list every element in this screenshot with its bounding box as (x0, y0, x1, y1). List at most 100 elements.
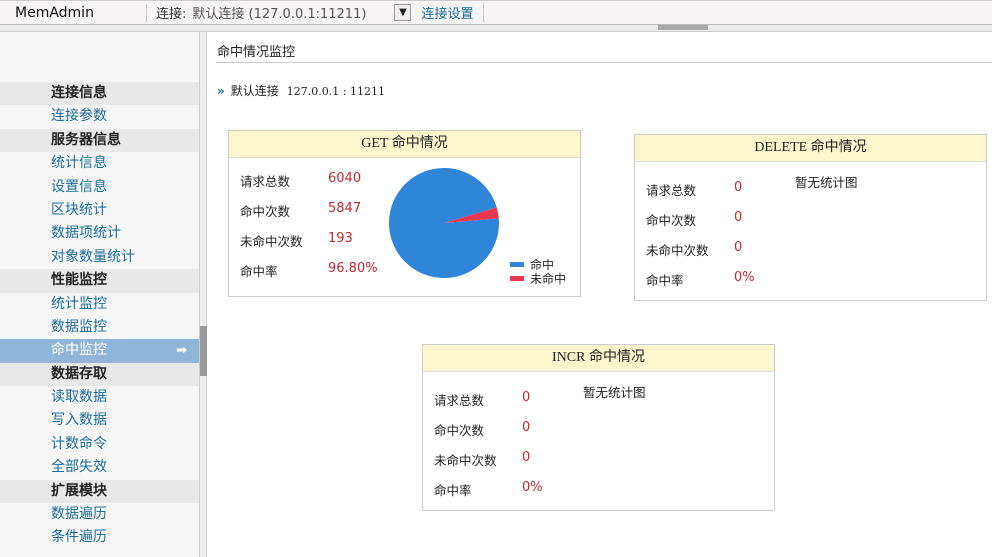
legend-swatch (510, 276, 524, 281)
no-chart-text: 暂无统计图 (795, 175, 858, 190)
stat-value: 0 (522, 390, 531, 405)
sidebar-item-label: 连接参数 (51, 108, 107, 125)
connection-settings-link[interactable]: 连接设置 (421, 3, 485, 22)
sidebar-item-label: 扩展模块 (51, 482, 107, 499)
sidebar-item-label: 数据项统计 (51, 225, 121, 242)
splitter-handle[interactable] (658, 25, 708, 30)
sidebar-item[interactable]: 数据监控 (0, 316, 199, 339)
sidebar-item[interactable]: 读取数据 (0, 386, 199, 409)
panel-title: GET 命中情况 (229, 131, 580, 158)
sidebar-item-label: 数据存取 (51, 365, 107, 382)
stat-label: 请求总数 (646, 183, 697, 198)
connection-name: 默认连接 (230, 84, 279, 98)
sidebar-section-header: 服务器信息 (0, 128, 199, 153)
sidebar-item[interactable]: 设置信息 (0, 176, 199, 199)
sidebar-item-label: 对象数量统计 (51, 248, 135, 265)
arrow-right-icon: ➡ (176, 343, 187, 359)
sidebar-item-label: 条件遍历 (51, 529, 107, 546)
stat-value: 6040 (328, 171, 362, 186)
legend-item: 未命中 (510, 270, 566, 287)
stat-label: 请求总数 (240, 174, 291, 189)
panel-title: INCR 命中情况 (423, 345, 774, 372)
sidebar-item-label: 全部失效 (51, 459, 107, 476)
sidebar-item[interactable]: 条件遍历 (0, 526, 199, 549)
stat-label: 命中率 (646, 273, 684, 288)
sidebar: 连接信息连接参数服务器信息统计信息设置信息区块统计数据项统计对象数量统计 性能监控… (0, 32, 200, 557)
sidebar-item-label: 命中监控 (51, 342, 107, 359)
incr-hit-panel: INCR 命中情况请求总数 0 命中次数 0 未命中次数 0 命中率 0% 暂无统计图 (422, 344, 775, 511)
stat-value: 0 (522, 420, 531, 435)
sidebar-item[interactable]: 统计信息 (0, 152, 199, 175)
stat-value: 5847 (328, 201, 362, 216)
pie-slice (444, 207, 499, 223)
sidebar-item[interactable]: 对象数量统计 (0, 246, 199, 269)
stat-label: 未命中次数 (646, 243, 709, 258)
main-content: 命中情况监控 » 默认连接 127.0.0.1 : 11211 GET 命中情况请求… (207, 32, 992, 557)
sidebar-item-label: 服务器信息 (51, 131, 121, 148)
double-chevron-icon: » (217, 84, 225, 98)
sidebar-item-label: 设置信息 (51, 178, 107, 195)
pie-slice (389, 168, 499, 279)
sidebar-section-header: 数据存取 (0, 362, 199, 387)
page-title: 命中情况监控 (217, 45, 296, 60)
stat-value: 96.80% (328, 261, 378, 276)
stat-label: 命中次数 (240, 204, 291, 219)
connection-select[interactable]: 默认连接 (127.0.0.1:11211) (192, 7, 367, 22)
sidebar-section-header: 扩展模块 (0, 479, 199, 504)
sidebar-section-header: 性能监控 (0, 269, 199, 293)
sidebar-item-label: 统计监控 (51, 295, 107, 312)
sidebar-item[interactable]: 计数命令 (0, 433, 199, 456)
stat-value: 0 (522, 450, 531, 465)
stat-label: 请求总数 (434, 393, 485, 408)
connection-address: 127.0.0.1 : 11211 (286, 85, 385, 98)
stat-value: 0% (522, 480, 543, 495)
sidebar-item-label: 数据监控 (51, 318, 107, 335)
sidebar-item-label: 连接信息 (51, 85, 107, 101)
stat-value: 193 (328, 231, 353, 246)
splitter (0, 25, 992, 32)
stat-label: 命中次数 (434, 423, 485, 438)
pie-chart (389, 168, 499, 279)
stat-label: 命中率 (434, 483, 472, 498)
sidebar-item[interactable]: 数据遍历 (0, 503, 199, 526)
legend-swatch (510, 262, 524, 267)
panel-title: DELETE 命中情况 (635, 135, 986, 162)
sidebar-item[interactable]: 写入数据 (0, 409, 199, 432)
sidebar-item[interactable]: 统计监控 (0, 293, 199, 316)
stat-label: 未命中次数 (240, 234, 303, 249)
sidebar-item-label: 写入数据 (51, 412, 107, 429)
sidebar-item[interactable]: 连接参数 (0, 105, 199, 128)
sidebar-item-label: 性能监控 (51, 272, 107, 289)
legend-label: 命中 (530, 258, 555, 272)
legend-item: 命中 (510, 256, 554, 273)
connection-info: » 默认连接 127.0.0.1 : 11211 (217, 82, 385, 99)
sidebar-item[interactable]: 数据项统计 (0, 222, 199, 245)
sidebar-item-label: 统计信息 (51, 155, 107, 172)
get-hit-panel: GET 命中情况请求总数 6040 命中次数 5847 未命中次数 193 命中率 96.80… (228, 130, 581, 297)
sidebar-item[interactable]: 全部失效 (0, 456, 199, 479)
stat-value: 0 (734, 210, 743, 225)
sidebar-item-label: 区块统计 (51, 201, 107, 218)
scrollbar-thumb[interactable] (200, 326, 207, 376)
top-bar: MemAdmin 连接: 默认连接 (127.0.0.1:11211) ▼ 连接… (0, 0, 992, 25)
delete-hit-panel: DELETE 命中情况请求总数 0 命中次数 0 未命中次数 0 命中率 0% 暂无统计图 (634, 134, 987, 301)
connection-label: 连接: (156, 7, 187, 22)
no-chart-text: 暂无统计图 (583, 385, 646, 400)
divider (216, 62, 992, 63)
sidebar-item[interactable]: 区块统计 (0, 199, 199, 222)
stat-value: 0 (734, 240, 743, 255)
stat-label: 命中率 (240, 264, 278, 279)
sidebar-item-label: 数据遍历 (51, 506, 107, 523)
app-logo: MemAdmin (0, 3, 147, 22)
sidebar-item[interactable]: 命中监控 ➡ (0, 339, 199, 363)
stat-value: 0 (734, 180, 743, 195)
sidebar-item-label: 计数命令 (51, 435, 107, 452)
legend-label: 未命中 (530, 272, 567, 286)
stat-value: 0% (734, 270, 755, 285)
sidebar-section-header: 连接信息 (0, 82, 199, 106)
sidebar-scrollbar[interactable] (200, 32, 207, 557)
sidebar-item-label: 读取数据 (51, 389, 107, 406)
stat-label: 未命中次数 (434, 453, 497, 468)
dropdown-arrow-icon[interactable]: ▼ (394, 4, 412, 21)
stat-label: 命中次数 (646, 213, 697, 228)
